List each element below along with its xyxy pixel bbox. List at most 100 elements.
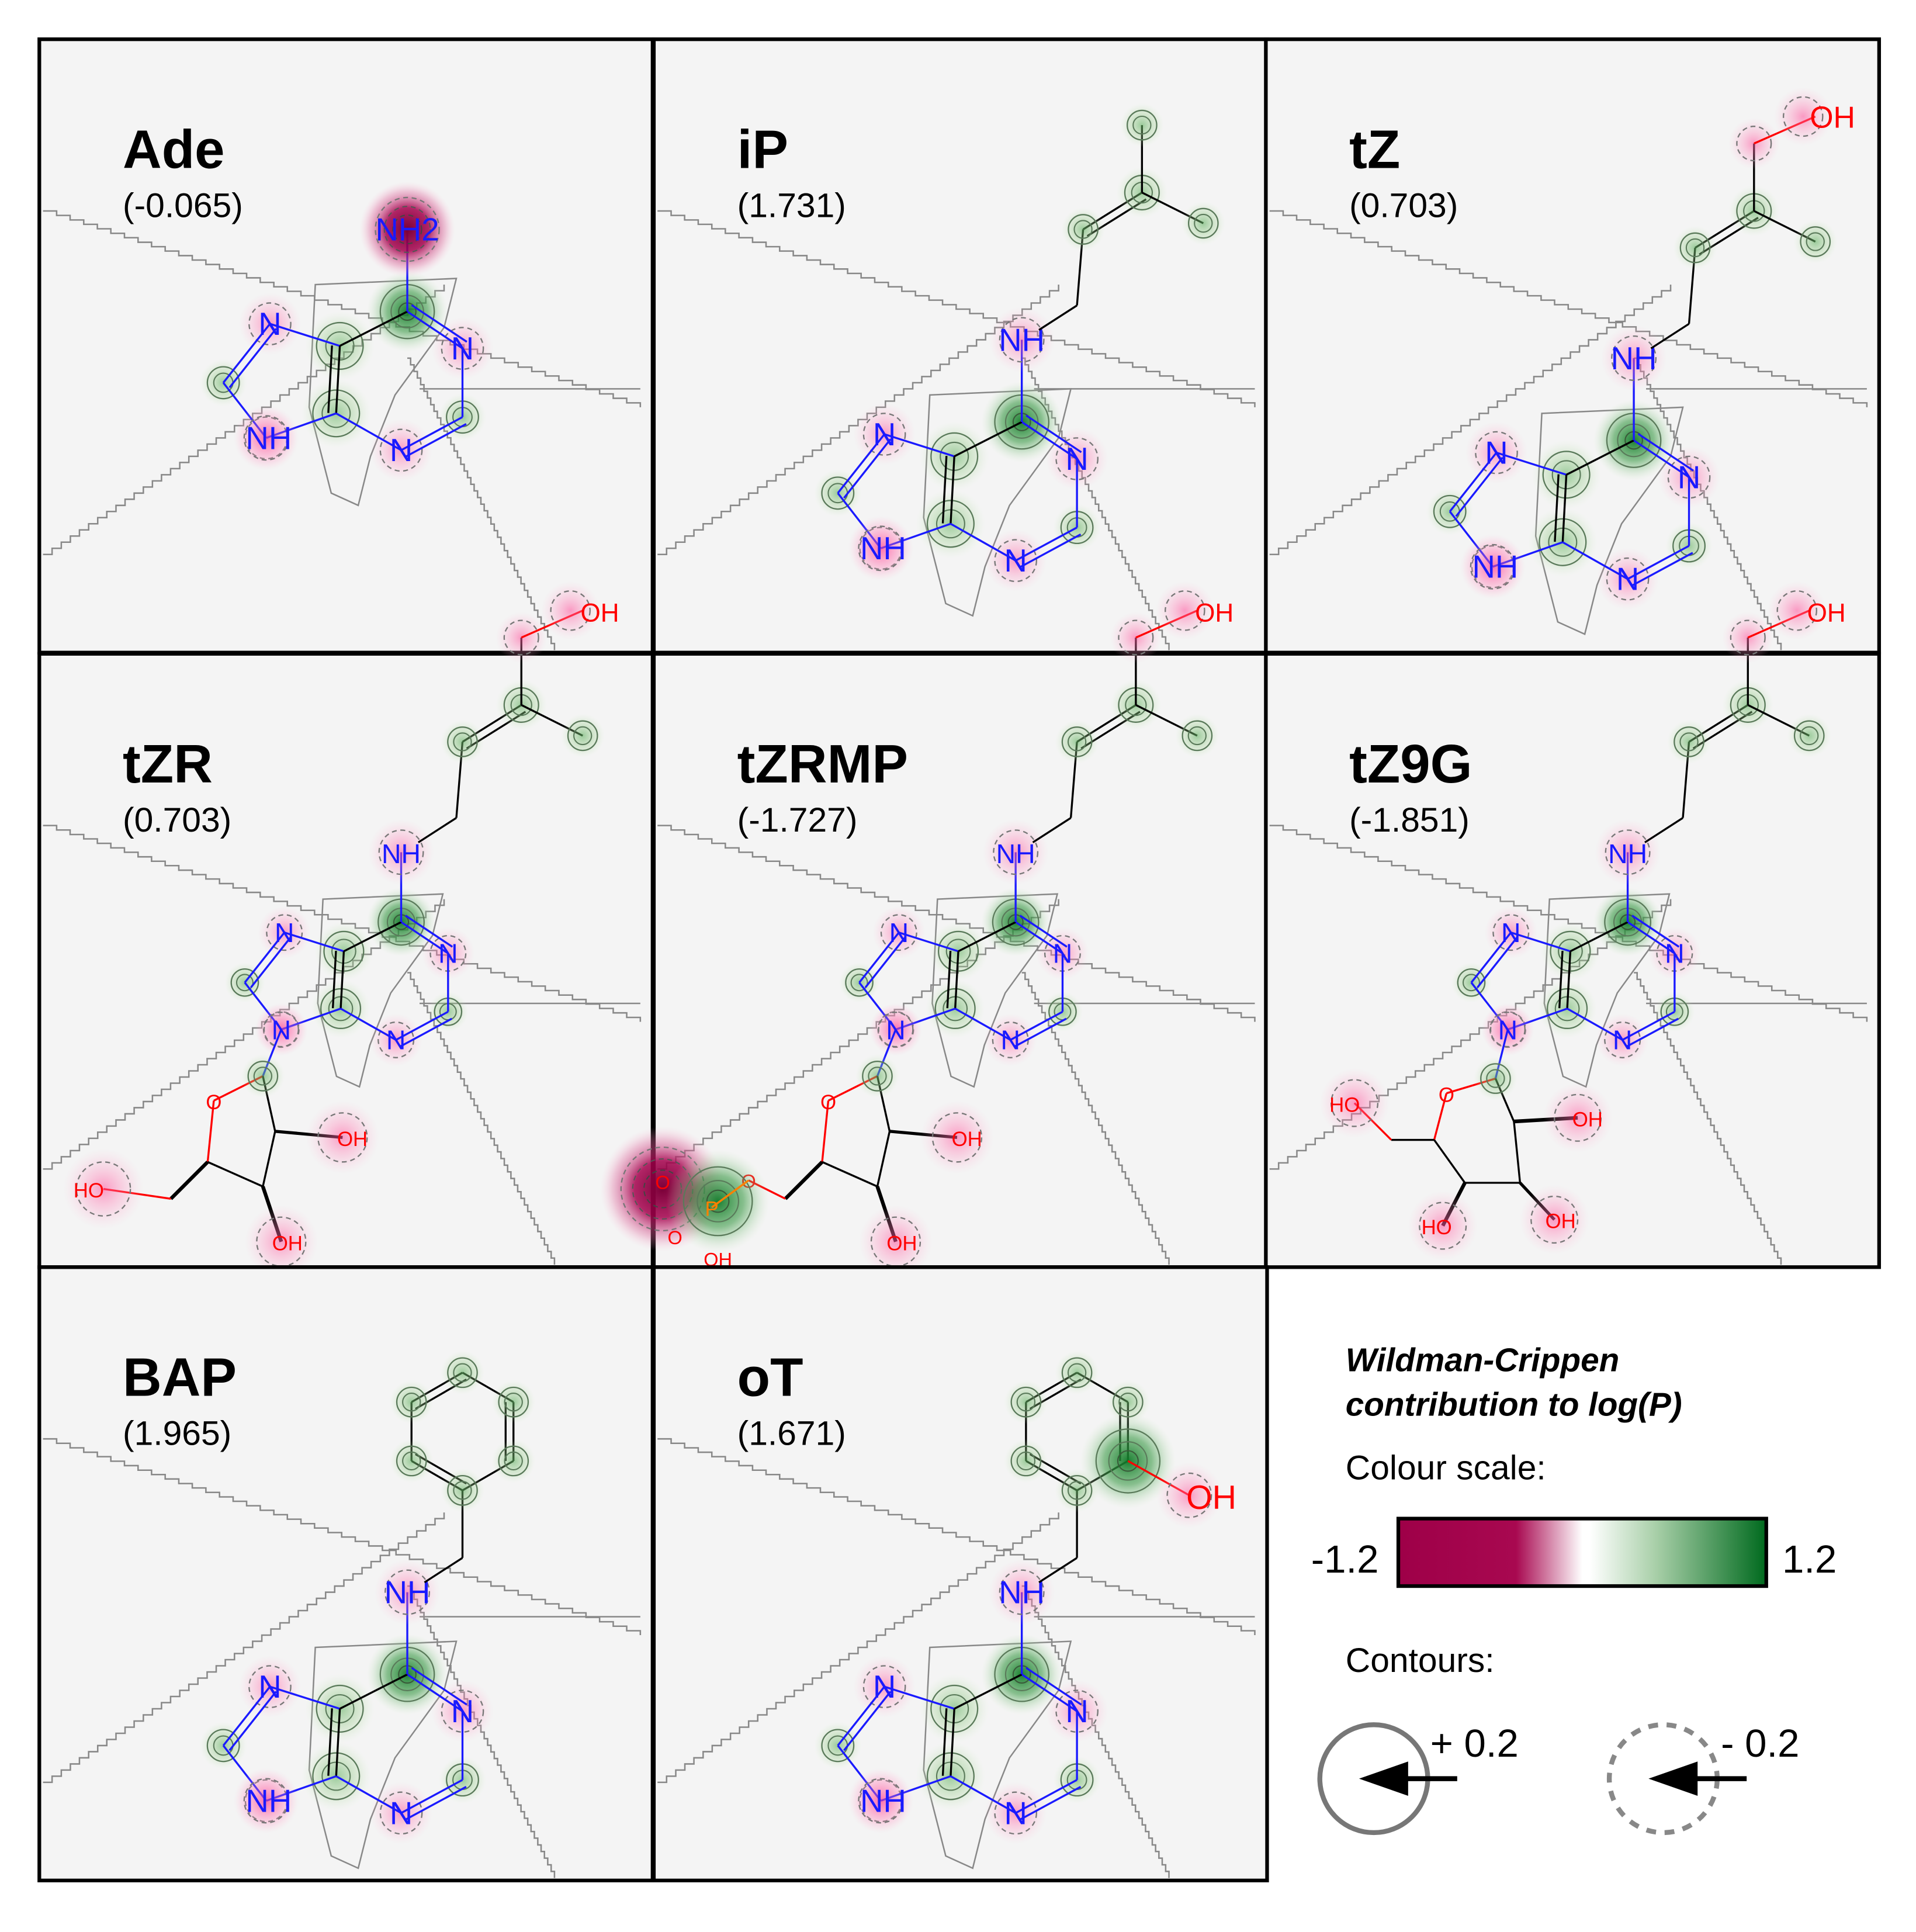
atom-n7: N	[258, 1669, 281, 1705]
atom-oh-3: OH	[272, 1232, 303, 1255]
atom-p: P	[705, 1199, 719, 1221]
atom-n7: N	[1501, 917, 1521, 948]
atom-o-p2: O	[668, 1227, 682, 1248]
atom-n1: N	[438, 938, 458, 968]
panel-ade: Ade (-0.065) N N N NH2 NH	[37, 37, 654, 655]
panel-ot: oT (1.671) N N N NH OH NH	[652, 1265, 1269, 1882]
panel-logp-value: (1.965)	[123, 1415, 231, 1453]
atom-n3: N	[1004, 543, 1027, 579]
contours-label: Contours:	[1346, 1642, 1495, 1680]
atom-oh-2: OH	[1572, 1109, 1603, 1131]
panel-tz: tZ (0.703) N N N NH OH NH	[1264, 37, 1882, 655]
atom-o-ring: O	[820, 1092, 836, 1114]
atom-n1: N	[451, 331, 474, 366]
atom-n3: N	[1616, 562, 1639, 597]
atom-n9h: NH	[860, 1783, 906, 1819]
atom-n3: N	[1004, 1795, 1027, 1831]
atom-n3: N	[386, 1025, 406, 1055]
atom-oh-side: OH	[1195, 599, 1234, 628]
panel-title: BAP	[123, 1347, 237, 1408]
atom-n3: N	[390, 1795, 413, 1831]
atom-n9h: NH	[1472, 549, 1518, 585]
colour-scale-label: Colour scale:	[1346, 1449, 1546, 1487]
atom-n9h: NH	[860, 531, 906, 566]
atom-n7: N	[258, 306, 281, 342]
panel-ip: iP (1.731) N N N NH NH	[652, 37, 1269, 655]
atom-ho-5: HO	[74, 1180, 104, 1202]
panel-logp-value: (-1.851)	[1349, 801, 1470, 839]
atom-o-p1: O	[656, 1172, 670, 1193]
panel-logp-value: (-0.065)	[123, 187, 243, 225]
atom-n3: N	[1000, 1025, 1020, 1055]
atom-n1: N	[1665, 938, 1685, 968]
atom-n7: N	[889, 917, 909, 948]
molecule-bap: N N N NH NH	[199, 1351, 536, 1869]
atom-oh-2: OH	[337, 1128, 368, 1151]
panel-logp-value: (-1.727)	[737, 801, 858, 839]
panel-title: tZ	[1349, 119, 1400, 180]
negative-contour-label: - 0.2	[1721, 1722, 1799, 1765]
atom-oh-phenol: OH	[1186, 1479, 1236, 1516]
legend: Wildman-Crippen contribution to log(P) C…	[1311, 1342, 1837, 1836]
molecule-tz: N N N NH OH NH	[1426, 87, 1855, 635]
panel-title: iP	[737, 119, 788, 180]
negative-contour-symbol	[1606, 1722, 1747, 1836]
atom-n7: N	[873, 1669, 896, 1705]
panel-bap: BAP (1.965) N N N NH NH	[37, 1265, 654, 1882]
atom-n7: N	[1485, 435, 1508, 470]
atom-oh-side: OH	[581, 599, 619, 628]
background-contours	[1269, 210, 1868, 650]
panel-title: tZRMP	[737, 733, 908, 794]
panel-logp-value: (1.731)	[737, 187, 846, 225]
atom-n3: N	[390, 432, 413, 468]
panel-title: tZ9G	[1349, 733, 1472, 794]
atom-n1: N	[1053, 938, 1072, 968]
molecule-ot: N N N NH OH NH	[813, 1351, 1236, 1869]
panel-logp-value: (0.703)	[1349, 187, 1458, 225]
atom-n1: N	[1065, 1694, 1088, 1729]
atom-n9h: NH	[245, 420, 292, 456]
atom-nh-exocyclic: NH	[1611, 341, 1657, 376]
atom-nh-exocyclic: NH	[999, 322, 1045, 358]
colour-scale-bar	[1396, 1516, 1768, 1588]
scale-max-label: 1.2	[1782, 1538, 1837, 1581]
positive-contour-label: + 0.2	[1430, 1722, 1519, 1765]
panel-logp-value: (1.671)	[737, 1415, 846, 1453]
atom-ho-4: HO	[1422, 1217, 1452, 1239]
atom-n1: N	[1678, 459, 1700, 495]
legend-title-line1: Wildman-Crippen	[1346, 1342, 1619, 1379]
atom-nh-exocyclic: NH	[999, 1574, 1045, 1610]
atom-oh-2: OH	[952, 1128, 982, 1151]
atom-nh-exocyclic: NH	[382, 839, 421, 869]
positive-contour-symbol	[1317, 1722, 1457, 1836]
atom-nh-exocyclic: NH	[384, 1574, 431, 1610]
atom-o-ring: O	[1439, 1084, 1454, 1106]
atom-ho-6: HO	[1329, 1094, 1360, 1116]
atom-oh-3: OH	[1546, 1211, 1576, 1233]
atom-n7: N	[873, 417, 896, 452]
atom-oh-3: OH	[886, 1232, 917, 1255]
legend-title-line2: contribution to log(P)	[1346, 1386, 1682, 1423]
background-contours	[43, 1438, 642, 1878]
panel-title: oT	[737, 1347, 803, 1408]
atom-n1: N	[1065, 441, 1088, 477]
atom-n9h: NH	[245, 1783, 292, 1819]
panel-logp-value: (0.703)	[123, 801, 231, 839]
atom-oh-side: OH	[1807, 599, 1846, 628]
atom-nh-exocyclic: NH	[1608, 839, 1647, 869]
panel-tzrmp: tZRMP(-1.727)NNNNHOHNOOHOHOPOOOH	[600, 581, 1269, 1279]
atom-oh-side: OH	[1810, 100, 1855, 134]
molecule-ade: N N N NH2 NH	[199, 181, 494, 507]
atom-o-ring: O	[206, 1092, 221, 1114]
atom-nh-exocyclic: NH	[996, 839, 1035, 869]
panel-title: Ade	[123, 119, 224, 180]
atom-nh2: NH2	[375, 212, 439, 247]
molecule-tzrmp: NNNNHOHNOOHOHOPOOOH	[600, 581, 1234, 1279]
scale-min-label: -1.2	[1311, 1538, 1379, 1581]
atom-n3: N	[1613, 1025, 1633, 1055]
